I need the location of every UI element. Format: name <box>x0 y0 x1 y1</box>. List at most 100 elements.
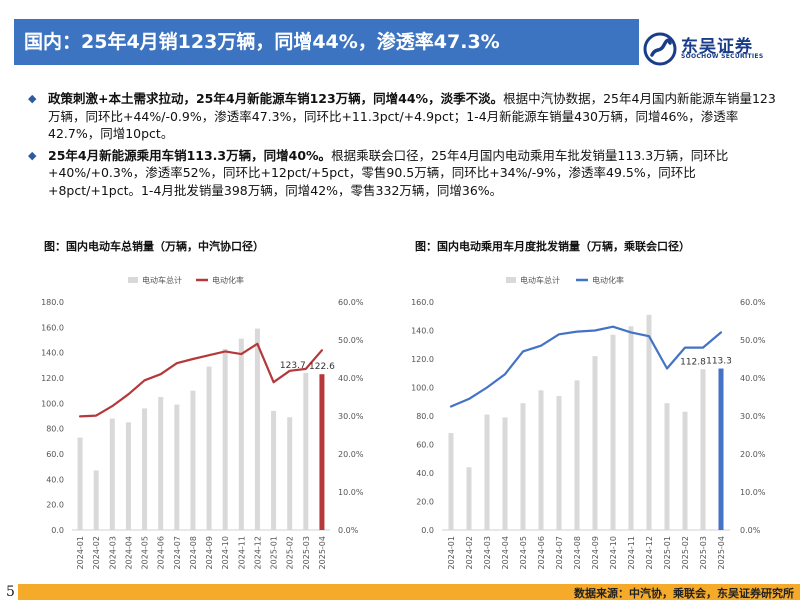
rate-point <box>272 381 275 383</box>
rate-point <box>720 331 722 334</box>
bar <box>222 348 228 530</box>
bar <box>718 368 724 530</box>
bar <box>664 403 670 530</box>
bullet-item: ◆ 政策刺激+本土需求拉动，25年4月新能源车销123万辆，同增44%，淡季不淡… <box>28 90 776 143</box>
chart1: 电动车总计 电动化率 0.0 20.0 40.0 60.0 80.0 100.0 120.0 14… <box>41 275 364 569</box>
x-tick-label: 2025-02 <box>681 536 690 569</box>
y2-tick-label: 50.0% <box>338 336 364 345</box>
y2-tick-label: 40.0% <box>338 374 364 383</box>
y-tick-label: 100.0 <box>41 399 64 408</box>
bar <box>466 467 472 530</box>
y-tick-label: 120.0 <box>411 355 434 364</box>
rate-point <box>176 362 178 364</box>
x-tick-label: 2024-07 <box>555 536 564 569</box>
chart2-title: 图：国内电动乘用车月度批发销量（万辆，乘联会口径） <box>415 240 690 253</box>
x-tick-label: 2024-06 <box>537 536 546 569</box>
y2-tick-label: 0.0% <box>338 526 359 535</box>
x-tick-label: 2024-12 <box>253 536 262 569</box>
bar <box>574 380 580 530</box>
bar <box>93 470 99 530</box>
y-tick-label: 60.0 <box>416 441 434 450</box>
y2-tick-label: 10.0% <box>740 488 766 497</box>
source-note: 数据来源：中汽协，乘联会，东吴证券研究所 <box>574 587 794 600</box>
y2-tick-label: 20.0% <box>740 450 766 459</box>
y-tick-label: 0.0 <box>51 526 64 535</box>
x-tick-label: 2024-10 <box>609 536 618 569</box>
rate-line <box>449 325 723 408</box>
page-title: 国内：25年4月销123万辆，同增44%，渗透率47.3% <box>24 31 500 53</box>
y2-tick-label: 30.0% <box>338 412 364 421</box>
x-tick-label: 2025-04 <box>318 536 327 569</box>
data-label: 123.7 <box>280 361 306 371</box>
x-tick-label: 2024-04 <box>501 536 510 569</box>
x-tick-label: 2024-08 <box>573 536 582 569</box>
diamond-bullet-icon: ◆ <box>28 92 37 105</box>
x-tick-label: 2024-08 <box>189 536 198 569</box>
y-tick-label: 0.0 <box>421 526 434 535</box>
x-tick-label: 2024-01 <box>76 536 85 569</box>
y2-tick-label: 0.0% <box>740 526 761 535</box>
y-tick-label: 20.0 <box>46 501 64 510</box>
x-tick-label: 2024-01 <box>447 536 456 569</box>
bullet-body-text: 根据中汽协数据，25年4月国内新能源车销量123万辆，同环比+44%/-0.9%… <box>48 91 776 142</box>
x-tick-label: 2024-09 <box>205 536 214 569</box>
legend-line-label: 电动化率 <box>212 275 244 285</box>
bar <box>109 418 115 530</box>
y2-tick-label: 50.0% <box>740 336 766 345</box>
y-tick-label: 140.0 <box>41 349 64 358</box>
x-tick-label: 2025-01 <box>270 536 279 569</box>
logo-mark-icon <box>643 32 677 66</box>
x-tick-label: 2024-04 <box>124 536 133 569</box>
rate-point <box>192 358 194 360</box>
bar <box>206 366 212 530</box>
bar <box>190 390 196 530</box>
rate-point <box>702 346 704 349</box>
rate-point <box>612 325 614 328</box>
x-tick-label: 2025-04 <box>717 536 726 569</box>
rate-point <box>522 350 524 353</box>
bar <box>682 411 688 530</box>
bar <box>538 390 544 530</box>
rate-point <box>240 353 243 355</box>
rate-point <box>594 329 596 332</box>
legend-bar-label: 电动车总计 <box>142 275 182 285</box>
x-tick-label: 2024-02 <box>465 536 474 569</box>
y2-tick-label: 40.0% <box>740 374 766 383</box>
x-tick-label: 2024-05 <box>519 536 528 569</box>
rate-point <box>208 354 210 357</box>
diamond-bullet-icon: ◆ <box>28 148 37 162</box>
rate-point <box>576 330 578 333</box>
y-tick-label: 100.0 <box>411 384 434 393</box>
bar <box>158 397 164 530</box>
bar <box>319 374 325 530</box>
rate-point <box>558 333 560 336</box>
rate-point <box>143 379 146 382</box>
y-tick-label: 60.0 <box>46 450 64 459</box>
bar <box>142 408 148 530</box>
x-tick-label: 2024-12 <box>645 536 654 569</box>
bullet-bold-text: 25年4月新能源乘用车销113.3万辆，同增40%。 <box>48 147 332 163</box>
bar <box>174 404 180 530</box>
rate-point <box>95 414 97 417</box>
x-tick-label: 2025-03 <box>302 536 311 569</box>
rate-point <box>288 369 291 372</box>
rate-point <box>450 405 452 408</box>
bar <box>254 328 260 530</box>
x-tick-label: 2025-02 <box>286 536 295 569</box>
bar <box>287 417 293 530</box>
logo-text-en: SOOCHOW SECURITIES <box>681 53 764 60</box>
x-tick-label: 2024-11 <box>627 536 636 569</box>
rate-point <box>79 415 81 418</box>
x-tick-label: 2024-05 <box>141 536 150 569</box>
bullet-bold-text: 政策刺激+本土需求拉动，25年4月新能源车销123万辆，同增44%，淡季不淡。 <box>48 91 504 106</box>
rate-point <box>468 398 470 400</box>
bar <box>271 410 277 530</box>
x-tick-label: 2024-02 <box>92 536 101 569</box>
bullet-list: ◆ 政策刺激+本土需求拉动，25年4月新能源车销123万辆，同增44%，淡季不淡… <box>28 90 776 204</box>
company-logo: 东吴证券 SOOCHOW SECURITIES <box>643 30 793 66</box>
y2-tick-label: 30.0% <box>740 412 766 421</box>
x-tick-label: 2024-03 <box>483 536 492 569</box>
y-tick-label: 80.0 <box>416 412 434 421</box>
x-tick-label: 2024-11 <box>237 536 246 569</box>
